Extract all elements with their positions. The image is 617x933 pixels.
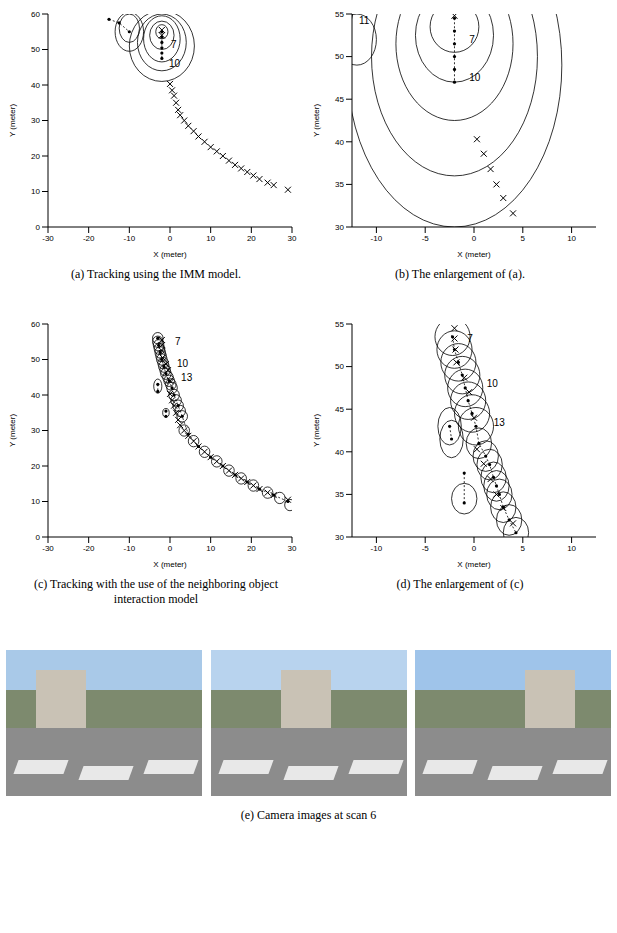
svg-text:60: 60 (31, 10, 40, 19)
svg-text:35: 35 (335, 180, 344, 189)
svg-text:30: 30 (335, 533, 344, 542)
svg-text:50: 50 (335, 362, 344, 371)
svg-text:60: 60 (31, 320, 40, 329)
svg-text:0: 0 (168, 234, 173, 243)
svg-text:0: 0 (472, 544, 477, 553)
svg-text:5: 5 (521, 544, 526, 553)
svg-text:45: 45 (335, 95, 344, 104)
svg-text:-10: -10 (124, 544, 136, 553)
svg-text:X (meter): X (meter) (457, 250, 491, 259)
svg-text:30: 30 (31, 426, 40, 435)
svg-text:10: 10 (31, 497, 40, 506)
svg-text:-10: -10 (371, 234, 383, 243)
svg-text:7: 7 (469, 34, 475, 45)
svg-text:0: 0 (168, 544, 173, 553)
html-text:(e) Camera images at scan 6: (e) Camera images at scan 6 (240, 808, 377, 822)
svg-text:0: 0 (472, 234, 477, 243)
svg-text:30: 30 (288, 234, 297, 243)
svg-text:Y (meter): Y (meter) (8, 104, 17, 138)
svg-text:Y (meter): Y (meter) (8, 414, 17, 448)
svg-text:30: 30 (31, 116, 40, 125)
svg-text:X (meter): X (meter) (153, 560, 187, 569)
svg-text:7: 7 (467, 333, 473, 344)
svg-text:30: 30 (335, 223, 344, 232)
svg-text:13: 13 (181, 372, 193, 383)
svg-text:20: 20 (31, 152, 40, 161)
svg-text:-10: -10 (371, 544, 383, 553)
svg-text:Y (meter): Y (meter) (312, 414, 321, 448)
html-text:(d) The enlargement of (c): (d) The enlargement of (c) (396, 577, 524, 591)
svg-text:Y (meter): Y (meter) (312, 104, 321, 138)
svg-text:40: 40 (335, 448, 344, 457)
svg-text:13: 13 (494, 417, 506, 428)
svg-text:-20: -20 (83, 544, 95, 553)
svg-text:50: 50 (335, 52, 344, 61)
svg-text:10: 10 (206, 544, 215, 553)
svg-text:20: 20 (247, 544, 256, 553)
svg-text:40: 40 (31, 391, 40, 400)
svg-text:7: 7 (175, 336, 181, 347)
svg-text:55: 55 (335, 10, 344, 19)
svg-text:-30: -30 (42, 234, 54, 243)
svg-text:0: 0 (36, 223, 41, 232)
svg-text:10: 10 (169, 58, 181, 69)
svg-text:-5: -5 (422, 234, 430, 243)
svg-text:35: 35 (335, 490, 344, 499)
svg-text:50: 50 (31, 355, 40, 364)
svg-text:-30: -30 (42, 544, 54, 553)
svg-text:7: 7 (171, 39, 177, 50)
svg-text:10: 10 (31, 187, 40, 196)
svg-text:50: 50 (31, 45, 40, 54)
svg-text:20: 20 (31, 462, 40, 471)
html-text:(a) Tracking using the IMM mod: (a) Tracking using the IMM model. (71, 267, 241, 281)
svg-text:5: 5 (521, 234, 526, 243)
svg-text:10: 10 (177, 358, 189, 369)
svg-text:0: 0 (36, 533, 41, 542)
svg-text:10: 10 (469, 72, 481, 83)
svg-text:11: 11 (359, 15, 370, 26)
svg-text:40: 40 (31, 81, 40, 90)
svg-text:10: 10 (206, 234, 215, 243)
html-text:(c) Tracking with the use of t: (c) Tracking with the use of the neighbo… (34, 577, 278, 606)
svg-text:10: 10 (487, 378, 499, 389)
svg-text:-5: -5 (422, 544, 430, 553)
svg-text:40: 40 (335, 138, 344, 147)
svg-text:45: 45 (335, 405, 344, 414)
svg-text:30: 30 (288, 544, 297, 553)
svg-text:X (meter): X (meter) (457, 560, 491, 569)
html-text:(b) The enlargement of (a).: (b) The enlargement of (a). (395, 267, 525, 281)
svg-text:20: 20 (247, 234, 256, 243)
svg-text:55: 55 (335, 320, 344, 329)
svg-text:-20: -20 (83, 234, 95, 243)
svg-text:10: 10 (567, 234, 576, 243)
svg-text:-10: -10 (124, 234, 136, 243)
svg-text:10: 10 (567, 544, 576, 553)
svg-text:X (meter): X (meter) (153, 250, 187, 259)
